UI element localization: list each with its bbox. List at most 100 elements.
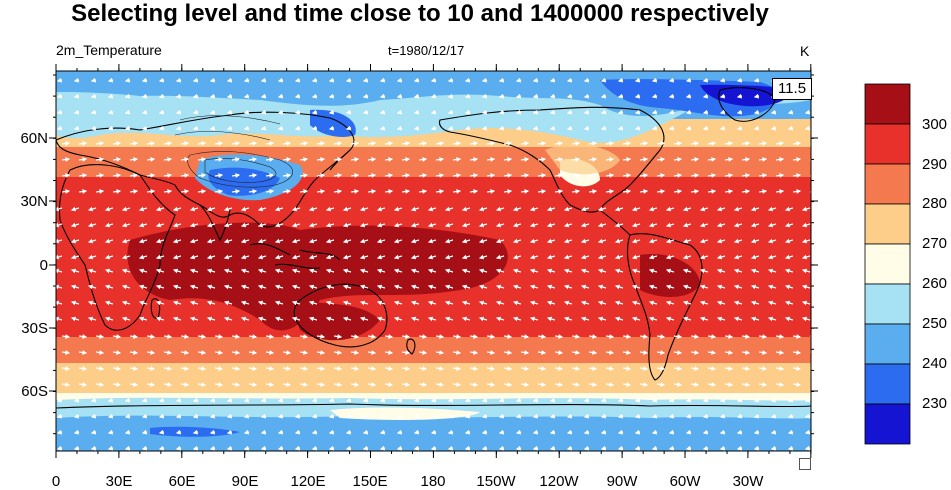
wind-arrow	[707, 366, 717, 371]
wind-arrow	[342, 254, 352, 260]
wind-arrow	[362, 125, 369, 131]
wind-arrow	[95, 141, 105, 146]
wind-arrow	[724, 366, 734, 371]
wind-arrow	[418, 334, 428, 339]
wind-arrow	[801, 300, 811, 306]
wind-arrow	[328, 397, 335, 403]
wind-arrow	[342, 222, 352, 228]
wind-arrow	[333, 334, 343, 339]
wind-arrow	[231, 334, 241, 339]
wind-arrow	[481, 125, 488, 131]
wind-arrow	[464, 429, 471, 435]
wind-arrow	[770, 445, 777, 451]
wind-arrow	[481, 109, 488, 115]
wind-arrow	[413, 77, 420, 83]
wind-arrow	[197, 189, 207, 194]
wind-arrow	[265, 189, 275, 194]
wind-arrow	[668, 429, 675, 435]
wind-arrow	[716, 238, 726, 244]
wind-arrow	[328, 93, 335, 99]
wind-arrow	[427, 300, 437, 306]
wind-arrow	[736, 413, 743, 419]
wind-arrow	[464, 109, 471, 115]
wind-arrow	[614, 316, 624, 322]
wind-arrow	[141, 445, 148, 451]
wind-arrow	[515, 77, 522, 83]
wind-arrow	[580, 254, 590, 260]
wind-arrow	[291, 284, 301, 290]
lat-label-60n: 60N	[20, 130, 48, 147]
wind-arrow	[733, 268, 743, 274]
wind-arrow	[384, 141, 394, 146]
wind-arrow	[736, 93, 743, 99]
wind-arrow	[274, 284, 284, 290]
wind-arrow	[588, 334, 598, 339]
wind-arrow	[209, 429, 216, 435]
wind-arrow	[90, 445, 97, 451]
wind-arrow	[180, 157, 190, 162]
wind-arrow	[495, 254, 505, 260]
wind-arrow	[702, 413, 709, 419]
wind-arrow	[775, 366, 785, 371]
wind-arrow	[690, 157, 700, 162]
wind-arrow	[257, 316, 267, 322]
wind-arrow	[413, 397, 420, 403]
wind-arrow	[362, 93, 369, 99]
wind-arrow	[673, 173, 683, 178]
wind-arrow	[554, 189, 564, 194]
wind-arrow	[447, 93, 454, 99]
wind-arrow	[243, 445, 250, 451]
wind-arrow	[393, 300, 403, 306]
wind-arrow	[87, 254, 97, 260]
wind-arrow	[554, 173, 564, 178]
wind-arrow	[243, 93, 250, 99]
wind-arrow	[61, 141, 71, 146]
wind-arrow	[299, 382, 309, 387]
wind-arrow	[758, 141, 768, 146]
wind-arrow	[226, 445, 233, 451]
wind-arrow	[753, 77, 760, 83]
wind-arrow	[486, 334, 496, 339]
wind-arrow	[563, 284, 573, 290]
wind-arrow	[87, 268, 97, 274]
wind-arrow	[393, 268, 403, 274]
wind-arrow	[605, 382, 615, 387]
wind-arrow	[226, 77, 233, 83]
wind-arrow	[359, 268, 369, 274]
wind-arrow	[342, 238, 352, 244]
wind-arrow	[172, 238, 182, 244]
wind-arrow	[430, 77, 437, 83]
wind-arrow	[733, 206, 743, 212]
wind-arrow	[529, 206, 539, 212]
wind-arrow	[668, 109, 675, 115]
wind-arrow	[61, 382, 71, 387]
wind-arrow	[699, 238, 709, 244]
wind-arrow	[435, 141, 445, 146]
wind-arrow	[56, 445, 63, 451]
wind-arrow	[379, 93, 386, 99]
wind-arrow	[724, 157, 734, 162]
wind-arrow	[617, 109, 624, 115]
wind-arrow	[240, 222, 250, 228]
wind-arrow	[299, 173, 309, 178]
wind-arrow	[294, 109, 301, 115]
wind-arrow	[294, 397, 301, 403]
temperature-field	[56, 71, 811, 451]
wind-arrow	[401, 350, 411, 355]
wind-arrow	[600, 445, 607, 451]
wind-arrow	[549, 125, 556, 131]
wind-arrow	[73, 77, 80, 83]
wind-arrow	[498, 109, 505, 115]
wind-arrow	[753, 93, 760, 99]
wind-arrow	[741, 173, 751, 178]
wind-arrow	[775, 173, 785, 178]
wind-arrow	[532, 125, 539, 131]
wind-arrow	[707, 334, 717, 339]
wind-arrow	[758, 350, 768, 355]
wind-arrow	[444, 284, 454, 290]
wind-arrow	[651, 93, 658, 99]
wind-arrow	[197, 173, 207, 178]
wind-arrow	[665, 300, 675, 306]
wind-arrow	[124, 429, 131, 435]
wind-arrow	[597, 222, 607, 228]
